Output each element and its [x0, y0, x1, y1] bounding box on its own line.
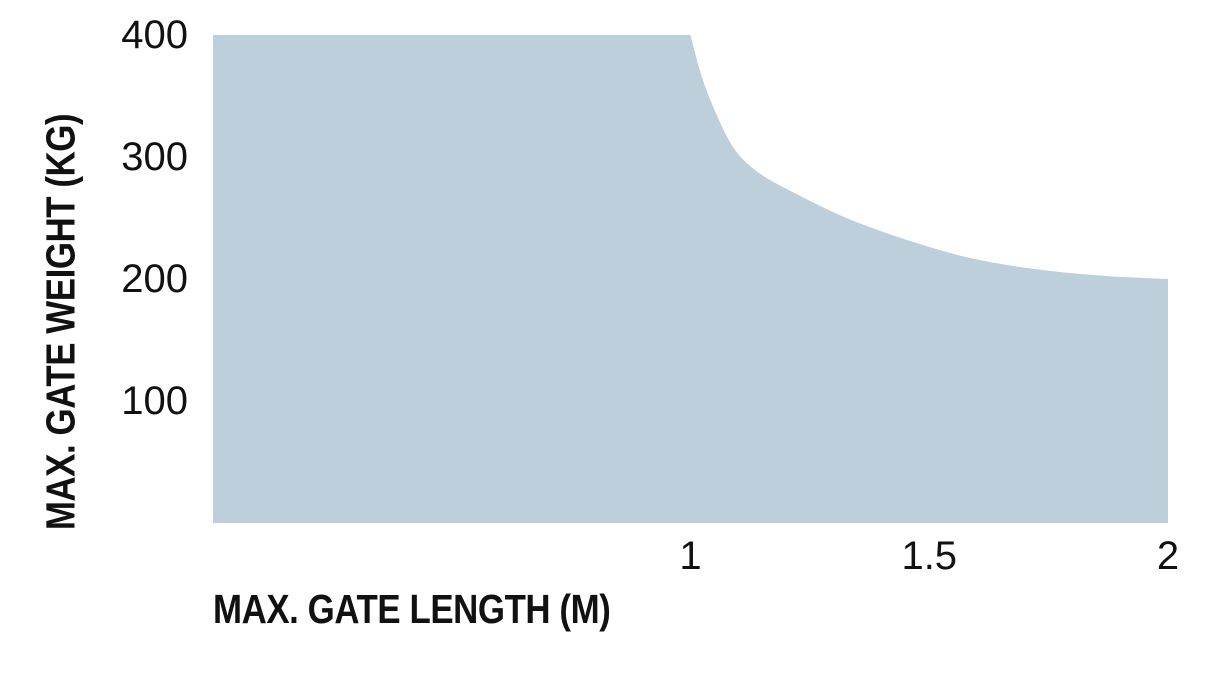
x-axis-title: MAX. GATE LENGTH (M)	[213, 586, 611, 632]
area-fill	[213, 35, 1168, 523]
x-tick-label-2: 2	[1156, 534, 1180, 578]
y-tick-label-200: 200	[121, 257, 188, 301]
y-tick-label-300: 300	[121, 135, 188, 179]
y-tick-label-100: 100	[121, 379, 188, 423]
y-axis-title: MAX. GATE WEIGHT (KG)	[37, 113, 84, 531]
x-tick-label-1: 1	[679, 534, 702, 578]
x-tick-label-1.5: 1.5	[901, 534, 958, 578]
y-tick-label-400: 400	[121, 13, 188, 57]
